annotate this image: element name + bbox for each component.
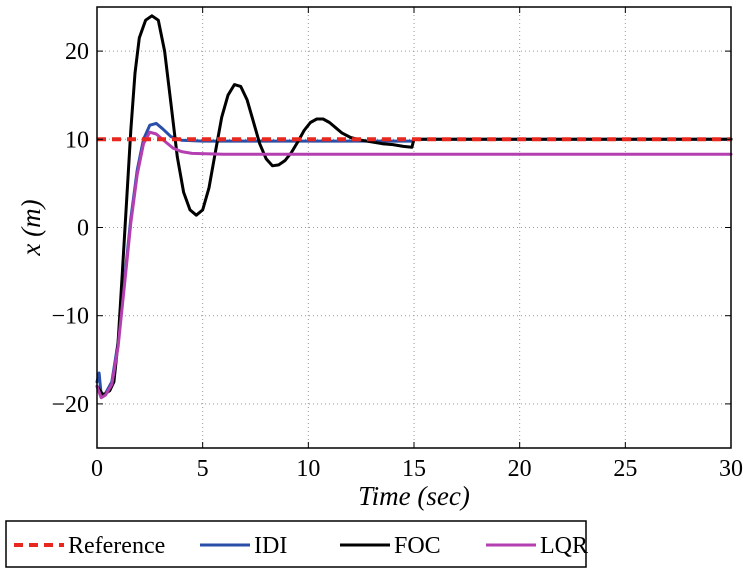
legend-label-idi: IDI bbox=[254, 533, 287, 559]
x-tick-label: 25 bbox=[613, 456, 637, 482]
series-line-foc bbox=[95, 14, 733, 397]
grid bbox=[97, 7, 731, 448]
y-tick-label: 20 bbox=[65, 39, 89, 65]
y-tick-label: 0 bbox=[77, 216, 89, 242]
x-tick-label: 10 bbox=[296, 456, 320, 482]
x-tick-label: 30 bbox=[719, 456, 743, 482]
x-tick-label: 5 bbox=[197, 456, 209, 482]
x-tick-label: 15 bbox=[402, 456, 426, 482]
x-axis-label: Time (sec) bbox=[358, 481, 470, 511]
y-tick-label: −10 bbox=[51, 304, 89, 330]
legend: Reference IDI FOC LQR bbox=[5, 520, 588, 568]
y-tick-label: 10 bbox=[65, 127, 89, 153]
x-tick-label: 0 bbox=[91, 456, 103, 482]
plot-series bbox=[95, 14, 733, 400]
legend-label-foc: FOC bbox=[394, 533, 441, 559]
legend-label-reference: Reference bbox=[68, 533, 165, 559]
y-tick-label: −20 bbox=[51, 392, 89, 418]
x-tick-label: 20 bbox=[508, 456, 532, 482]
axis-ticks: 0 5 10 15 20 25 30 −20 −10 0 10 20 bbox=[51, 7, 743, 482]
legend-label-lqr: LQR bbox=[540, 533, 588, 559]
series-line-lqr bbox=[95, 130, 733, 400]
y-axis-label: x (m) bbox=[16, 199, 46, 256]
